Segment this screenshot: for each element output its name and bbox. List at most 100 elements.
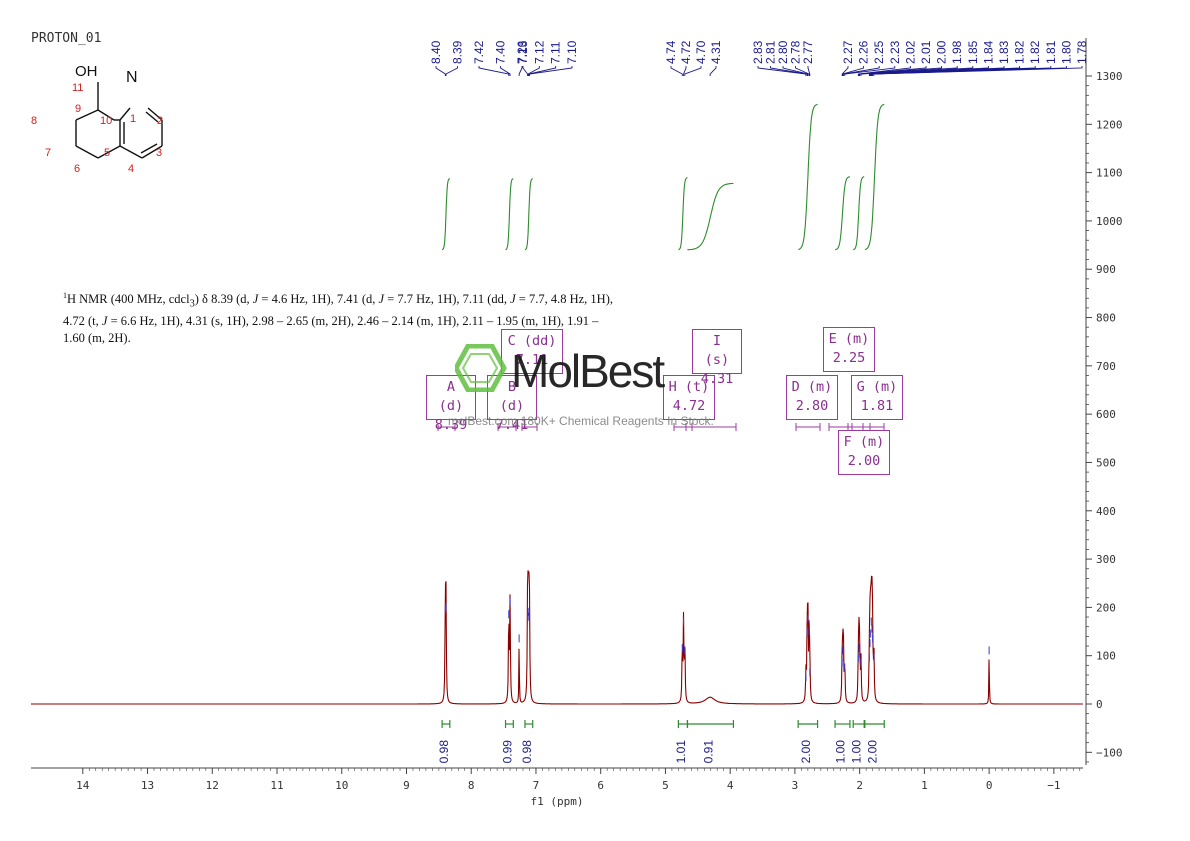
integral-curve bbox=[441, 178, 451, 251]
multiplet-shift: 7.41 bbox=[495, 417, 529, 433]
peak-label-leader bbox=[858, 66, 927, 76]
x-tick-label: 1 bbox=[921, 779, 928, 792]
peak-label: 2.25 bbox=[872, 40, 886, 64]
y-tick-label: 0 bbox=[1096, 698, 1103, 711]
integral-curve bbox=[524, 178, 533, 251]
multiplet-box: I (s) 4.31 bbox=[692, 329, 742, 387]
multiplet-box: F (m) 2.00 bbox=[838, 430, 890, 475]
multiplet-id: E (m) bbox=[828, 331, 870, 347]
peak-label: 4.31 bbox=[709, 40, 723, 64]
x-tick-label: 6 bbox=[597, 779, 604, 792]
peak-label-leader bbox=[807, 66, 811, 76]
structure-bonds bbox=[75, 82, 163, 159]
y-tick-label: 800 bbox=[1096, 312, 1116, 325]
peak-label-leader bbox=[842, 66, 865, 76]
multiplet-id: D (m) bbox=[791, 379, 833, 395]
peak-label: 7.11 bbox=[549, 41, 563, 64]
peak-label-leader bbox=[684, 66, 702, 76]
peak-label: 7.42 bbox=[472, 40, 486, 64]
y-tick-label: 1100 bbox=[1096, 167, 1123, 180]
peak-label: 1.78 bbox=[1075, 40, 1089, 64]
integral-value: 1.00 bbox=[850, 740, 864, 764]
peak-label: 2.80 bbox=[776, 40, 790, 64]
multiplet-id: H (t) bbox=[668, 379, 710, 395]
peak-label: 1.81 bbox=[1044, 40, 1058, 64]
multiplet-box: G (m) 1.81 bbox=[851, 375, 903, 420]
atom-number: 3 bbox=[156, 147, 162, 159]
x-tick-label: 12 bbox=[206, 779, 219, 792]
multiplet-shift: 7.11 bbox=[515, 352, 549, 368]
peak-label: 1.82 bbox=[1028, 40, 1042, 64]
multiplet-shift: 2.25 bbox=[832, 350, 866, 366]
peak-label-leader bbox=[860, 66, 958, 76]
peak-label: 1.84 bbox=[981, 40, 995, 64]
y-tick-label: 1300 bbox=[1096, 70, 1123, 83]
peak-label-leader bbox=[529, 66, 573, 76]
peak-label: 1.98 bbox=[950, 40, 964, 64]
atom-number: 1 bbox=[130, 113, 136, 125]
peak-label-leader bbox=[528, 66, 557, 76]
atom-number: 9 bbox=[75, 103, 81, 115]
peak-label: 4.72 bbox=[679, 40, 693, 64]
integral-value: 0.98 bbox=[520, 740, 534, 764]
peak-label-leader bbox=[478, 66, 510, 76]
multiplet-id: A (d) bbox=[438, 379, 464, 414]
integral-value: 1.00 bbox=[833, 740, 847, 764]
x-tick-label: 11 bbox=[270, 779, 283, 792]
multiplet-id: F (m) bbox=[843, 434, 885, 450]
multiplet-shift: 1.81 bbox=[860, 398, 894, 414]
peak-label: 4.74 bbox=[664, 40, 678, 64]
peak-label: 1.85 bbox=[966, 40, 980, 64]
x-tick-label: 7 bbox=[533, 779, 540, 792]
y-tick-label: 400 bbox=[1096, 505, 1116, 518]
x-tick-label: 8 bbox=[468, 779, 475, 792]
peak-label-leader bbox=[844, 66, 896, 76]
nmr-description-body: H NMR (400 MHz, cdcl3) δ 8.39 (d, J = 4.… bbox=[63, 292, 613, 345]
atom-number: 4 bbox=[128, 163, 134, 175]
x-tick-label: −1 bbox=[1047, 779, 1060, 792]
atom-number: 10 bbox=[100, 115, 112, 127]
atom-number: 6 bbox=[74, 163, 80, 175]
peak-label-leader bbox=[670, 66, 683, 76]
peak-label-leader bbox=[527, 66, 540, 76]
multiplet-shift: 2.80 bbox=[795, 398, 829, 414]
watermark-tagline: molBest.com 180K+ Chemical Reagents In S… bbox=[448, 414, 714, 428]
multiplet-id: I (s) bbox=[704, 333, 730, 368]
x-tick-label: 4 bbox=[727, 779, 734, 792]
multiplet-shift: 8.39 bbox=[434, 417, 468, 433]
peak-label-leader bbox=[709, 66, 717, 76]
peak-label: 2.81 bbox=[764, 40, 778, 64]
multiplet-box: H (t) 4.72 bbox=[663, 375, 715, 420]
x-axis-label: f1 (ppm) bbox=[531, 795, 584, 808]
y-tick-label: 300 bbox=[1096, 553, 1116, 566]
integral-curve bbox=[834, 176, 851, 251]
nmr-description: 1H NMR (400 MHz, cdcl3) δ 8.39 (d, J = 4… bbox=[63, 287, 623, 347]
peak-label: 2.26 bbox=[857, 40, 871, 64]
integral-curve bbox=[853, 176, 865, 251]
y-tick-label: 100 bbox=[1096, 650, 1116, 663]
peak-label: 4.70 bbox=[694, 40, 708, 64]
peak-label-leader bbox=[859, 66, 943, 76]
peak-label: 2.83 bbox=[751, 40, 765, 64]
peak-label-leader bbox=[841, 66, 849, 76]
y-tick-label: 1000 bbox=[1096, 215, 1123, 228]
peak-label: 2.27 bbox=[841, 40, 855, 64]
atom-number: 11 bbox=[72, 82, 83, 94]
peak-label: 8.40 bbox=[429, 40, 443, 64]
x-tick-label: 2 bbox=[856, 779, 863, 792]
peak-label: 2.02 bbox=[903, 40, 917, 64]
document-title: PROTON_01 bbox=[31, 31, 102, 46]
y-tick-label: 900 bbox=[1096, 263, 1116, 276]
peak-label: 7.26 bbox=[515, 40, 529, 64]
peak-label: 1.80 bbox=[1059, 40, 1073, 64]
y-tick-label: 200 bbox=[1096, 601, 1116, 614]
molecule-structure: OH N 11 9 1 8 10 2 7 5 3 6 4 bbox=[31, 63, 163, 175]
peak-label: 7.40 bbox=[494, 40, 508, 64]
peak-label-leader bbox=[518, 66, 523, 76]
peak-label: 7.12 bbox=[532, 40, 546, 64]
integral-curve bbox=[678, 177, 688, 251]
integral-value: 0.99 bbox=[500, 740, 514, 764]
peak-label-leader bbox=[770, 66, 808, 76]
integral-value: 2.00 bbox=[799, 740, 813, 764]
